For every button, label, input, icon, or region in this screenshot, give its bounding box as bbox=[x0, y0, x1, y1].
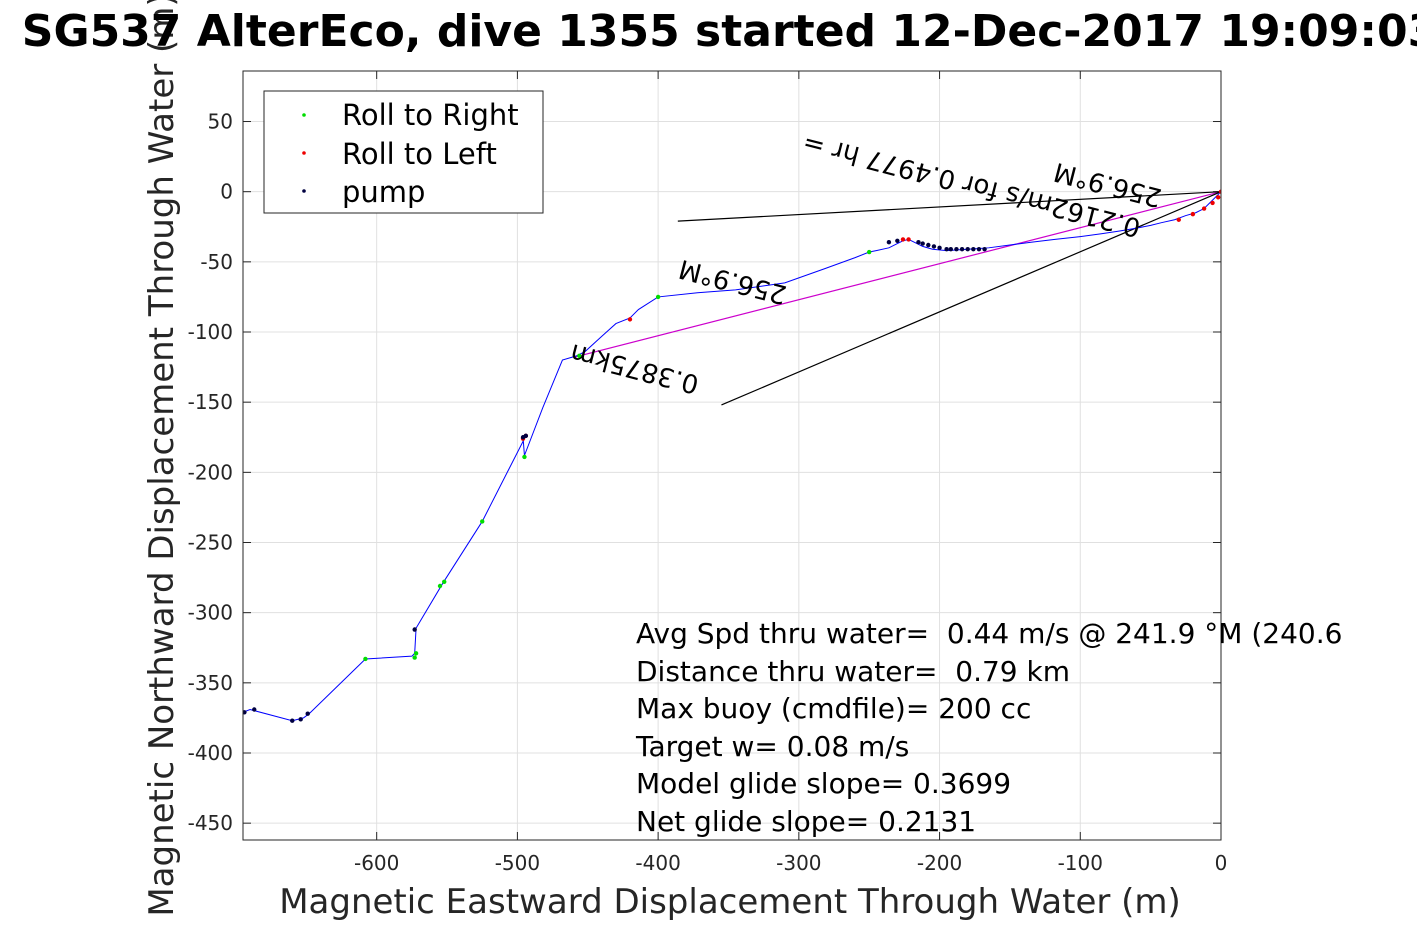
marker-pump bbox=[971, 247, 976, 252]
guide-lines bbox=[573, 191, 1221, 406]
stats-block: Avg Spd thru water= 0.44 m/s @ 241.9 °M … bbox=[635, 617, 1342, 838]
title-group: SG537 AlterEco, dive 1355 started 12-Dec… bbox=[22, 6, 1417, 57]
chart-title: SG537 AlterEco, dive 1355 started 12-Dec… bbox=[22, 6, 1417, 57]
marker-roll-left bbox=[906, 237, 911, 242]
marker-pump bbox=[523, 433, 529, 439]
marker-roll-left bbox=[1176, 217, 1181, 222]
y-tick-labels: 50 0 -50 -100 -150 -200 -250 -300 -350 -400 -450 bbox=[188, 110, 233, 836]
y-tick-label: -300 bbox=[188, 601, 233, 625]
marker-roll-left bbox=[1218, 189, 1221, 194]
stat-model-glide: Model glide slope= 0.3699 bbox=[636, 767, 1011, 800]
marker-pump bbox=[948, 247, 954, 252]
marker-pump bbox=[290, 718, 295, 723]
marker-roll-right bbox=[442, 579, 447, 584]
legend-marker-roll-right bbox=[302, 113, 306, 117]
x-tick-label: -400 bbox=[635, 851, 680, 875]
marker-pump bbox=[926, 242, 931, 248]
x-tick-label: -500 bbox=[495, 851, 540, 875]
marker-roll-right bbox=[437, 583, 443, 589]
y-tick-label: -250 bbox=[188, 531, 233, 555]
plot-frame bbox=[242, 70, 1222, 841]
x-tick-label: -100 bbox=[1058, 851, 1103, 875]
x-axis-label: Magnetic Eastward Displacement Through W… bbox=[279, 882, 1181, 922]
marker-pump bbox=[954, 247, 959, 252]
y-tick-label: -200 bbox=[188, 460, 233, 484]
marker-pump bbox=[243, 710, 247, 715]
marker-roll-left bbox=[1210, 200, 1215, 206]
marker-roll-right bbox=[867, 249, 872, 255]
legend-marker-pump bbox=[302, 189, 306, 193]
marker-pump bbox=[982, 247, 987, 252]
y-tick-label: 0 bbox=[220, 180, 233, 204]
marker-pump bbox=[944, 247, 949, 252]
x-tick-label: -200 bbox=[917, 851, 962, 875]
y-tick-label: 50 bbox=[208, 110, 233, 134]
y-tick-label: -450 bbox=[188, 811, 233, 835]
legend: Roll to Right Roll to Left pump bbox=[263, 90, 544, 214]
stat-target-w: Target w= 0.08 m/s bbox=[635, 730, 909, 763]
y-tick-label: -150 bbox=[188, 390, 233, 414]
data-markers bbox=[243, 189, 1221, 723]
marker-roll-right bbox=[655, 294, 661, 300]
legend-marker-roll-left bbox=[302, 151, 306, 155]
y-axis-label: Magnetic Northward Displacement Through … bbox=[142, 0, 182, 917]
marker-roll-right bbox=[363, 656, 368, 662]
x-tick-labels: -600 -500 -400 -300 -200 -100 0 bbox=[354, 851, 1227, 875]
x-tick-label: 0 bbox=[1215, 851, 1228, 875]
marker-roll-left bbox=[627, 317, 633, 322]
plot-content bbox=[243, 189, 1221, 723]
marker-roll-right bbox=[480, 519, 485, 524]
y-tick-label: -100 bbox=[188, 320, 233, 344]
marker-pump bbox=[965, 247, 970, 252]
y-axis-label-group: Magnetic Northward Displacement Through … bbox=[142, 0, 182, 917]
marker-roll-right bbox=[577, 353, 582, 359]
marker-pump bbox=[252, 707, 257, 712]
marker-roll-right bbox=[522, 454, 527, 460]
marker-roll-right bbox=[412, 655, 417, 660]
marker-roll-left bbox=[1190, 211, 1196, 217]
marker-roll-left bbox=[1201, 206, 1207, 211]
stat-avg-speed: Avg Spd thru water= 0.44 m/s @ 241.9 °M … bbox=[636, 617, 1342, 650]
marker-pump bbox=[298, 717, 303, 722]
legend-box bbox=[263, 90, 544, 214]
marker-roll-right bbox=[413, 651, 419, 656]
marker-pump bbox=[916, 240, 921, 245]
x-tick-label: -600 bbox=[354, 851, 399, 875]
marker-pump bbox=[931, 244, 937, 249]
marker-roll-left bbox=[900, 237, 906, 242]
y-tick-label: -350 bbox=[188, 671, 233, 695]
y-tick-label: -50 bbox=[200, 250, 233, 274]
marker-pump bbox=[305, 711, 310, 716]
marker-pump bbox=[937, 245, 942, 251]
marker-roll-left bbox=[1215, 195, 1221, 200]
series-heading-line bbox=[677, 191, 1221, 222]
marker-pump bbox=[959, 247, 965, 252]
marker-pump bbox=[976, 247, 982, 252]
marker-pump bbox=[920, 241, 925, 246]
series-course-line bbox=[573, 191, 1221, 358]
stat-net-glide: Net glide slope= 0.2131 bbox=[636, 805, 976, 838]
legend-label-pump: pump bbox=[342, 175, 425, 209]
series-glide-line bbox=[721, 191, 1221, 406]
x-tick-label: -300 bbox=[776, 851, 821, 875]
stat-distance: Distance thru water= 0.79 km bbox=[636, 655, 1070, 688]
y-tick-label: -400 bbox=[188, 741, 233, 765]
legend-label-roll-left: Roll to Left bbox=[342, 137, 497, 171]
marker-pump bbox=[895, 238, 900, 243]
marker-pump bbox=[886, 240, 892, 245]
marker-pump bbox=[412, 627, 417, 632]
legend-label-roll-right: Roll to Right bbox=[342, 98, 519, 132]
stat-max-buoy: Max buoy (cmdfile)= 200 cc bbox=[636, 692, 1031, 725]
